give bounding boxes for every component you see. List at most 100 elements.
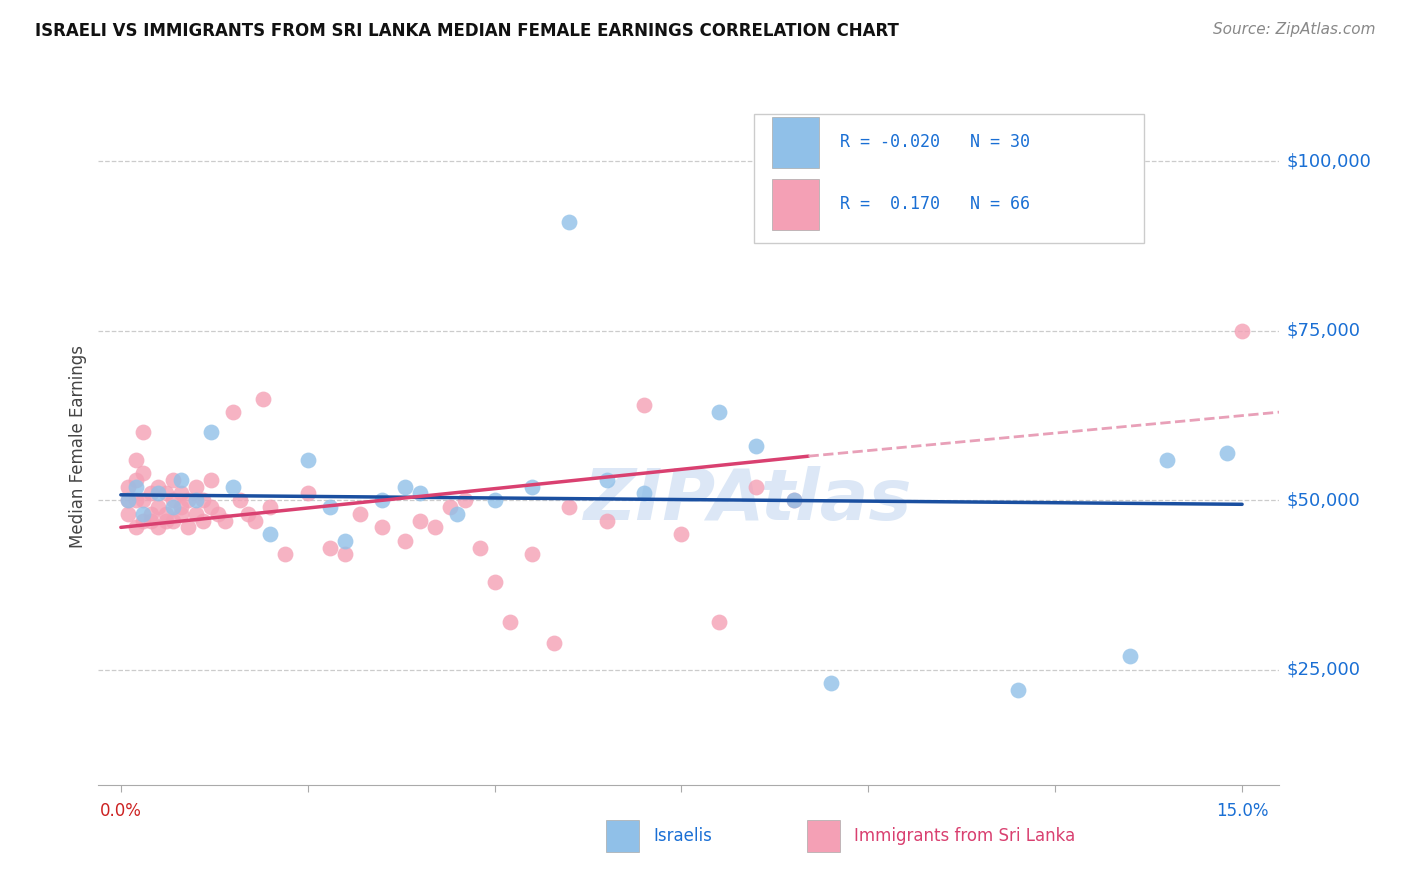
- Point: [297, 452, 319, 467]
- Point: [132, 493, 155, 508]
- Y-axis label: Median Female Earnings: Median Female Earnings: [69, 344, 87, 548]
- Point: [169, 500, 191, 514]
- Point: [439, 500, 461, 514]
- Point: [558, 500, 581, 514]
- Point: [200, 425, 222, 440]
- Point: [229, 493, 252, 508]
- Point: [371, 520, 394, 534]
- Point: [520, 548, 543, 562]
- Point: [177, 520, 200, 534]
- Text: R = -0.020   N = 30: R = -0.020 N = 30: [841, 134, 1031, 152]
- Text: ISRAELI VS IMMIGRANTS FROM SRI LANKA MEDIAN FEMALE EARNINGS CORRELATION CHART: ISRAELI VS IMMIGRANTS FROM SRI LANKA MED…: [35, 22, 898, 40]
- Point: [139, 507, 162, 521]
- Point: [125, 473, 148, 487]
- Point: [162, 473, 184, 487]
- Point: [1156, 452, 1178, 467]
- Point: [148, 486, 170, 500]
- Point: [520, 480, 543, 494]
- Point: [184, 480, 207, 494]
- Text: 0.0%: 0.0%: [100, 802, 142, 820]
- Point: [162, 500, 184, 514]
- Point: [200, 473, 222, 487]
- Point: [155, 486, 177, 500]
- Point: [671, 527, 693, 541]
- Point: [214, 514, 236, 528]
- Point: [125, 493, 148, 508]
- Point: [333, 533, 356, 548]
- Point: [319, 500, 342, 514]
- Point: [148, 500, 170, 514]
- Point: [125, 452, 148, 467]
- Point: [409, 486, 432, 500]
- Point: [446, 507, 468, 521]
- Text: Immigrants from Sri Lanka: Immigrants from Sri Lanka: [855, 827, 1076, 845]
- Point: [259, 500, 281, 514]
- Point: [394, 480, 416, 494]
- Text: $100,000: $100,000: [1286, 153, 1372, 170]
- Point: [1216, 446, 1239, 460]
- Point: [558, 215, 581, 229]
- Point: [191, 493, 214, 508]
- Point: [423, 520, 446, 534]
- Point: [782, 493, 804, 508]
- Point: [169, 507, 191, 521]
- Text: $50,000: $50,000: [1286, 491, 1361, 509]
- Point: [155, 514, 177, 528]
- Point: [132, 507, 155, 521]
- Point: [454, 493, 477, 508]
- Point: [162, 514, 184, 528]
- Point: [139, 486, 162, 500]
- Point: [333, 548, 356, 562]
- Bar: [807, 820, 841, 852]
- Point: [319, 541, 342, 555]
- Point: [274, 548, 297, 562]
- Text: ZIPAtlas: ZIPAtlas: [583, 466, 912, 534]
- Point: [125, 520, 148, 534]
- Point: [633, 398, 655, 412]
- Point: [498, 615, 520, 630]
- Point: [132, 466, 155, 480]
- Point: [371, 493, 394, 508]
- Point: [162, 493, 184, 508]
- Point: [132, 425, 155, 440]
- Text: $25,000: $25,000: [1286, 661, 1361, 679]
- Point: [394, 533, 416, 548]
- Point: [259, 527, 281, 541]
- Point: [468, 541, 491, 555]
- Text: R =  0.170   N = 66: R = 0.170 N = 66: [841, 195, 1031, 213]
- Point: [707, 405, 730, 419]
- Point: [125, 480, 148, 494]
- Point: [169, 473, 191, 487]
- Point: [117, 480, 139, 494]
- Point: [707, 615, 730, 630]
- Point: [117, 507, 139, 521]
- Point: [1007, 683, 1029, 698]
- Point: [543, 635, 565, 649]
- Point: [349, 507, 371, 521]
- Point: [782, 493, 804, 508]
- Bar: [772, 117, 818, 168]
- Point: [484, 574, 506, 589]
- Point: [484, 493, 506, 508]
- Text: $75,000: $75,000: [1286, 322, 1361, 340]
- Point: [177, 493, 200, 508]
- Point: [222, 480, 245, 494]
- Bar: [606, 820, 640, 852]
- Point: [596, 514, 619, 528]
- Point: [169, 486, 191, 500]
- Point: [236, 507, 259, 521]
- Point: [297, 486, 319, 500]
- Point: [252, 392, 274, 406]
- Point: [222, 405, 245, 419]
- Point: [820, 676, 842, 690]
- Point: [409, 514, 432, 528]
- Point: [1230, 324, 1253, 338]
- Point: [139, 514, 162, 528]
- Point: [184, 507, 207, 521]
- Point: [633, 486, 655, 500]
- Point: [191, 514, 214, 528]
- Point: [132, 514, 155, 528]
- Point: [148, 480, 170, 494]
- Bar: [772, 179, 818, 230]
- FancyBboxPatch shape: [754, 114, 1143, 243]
